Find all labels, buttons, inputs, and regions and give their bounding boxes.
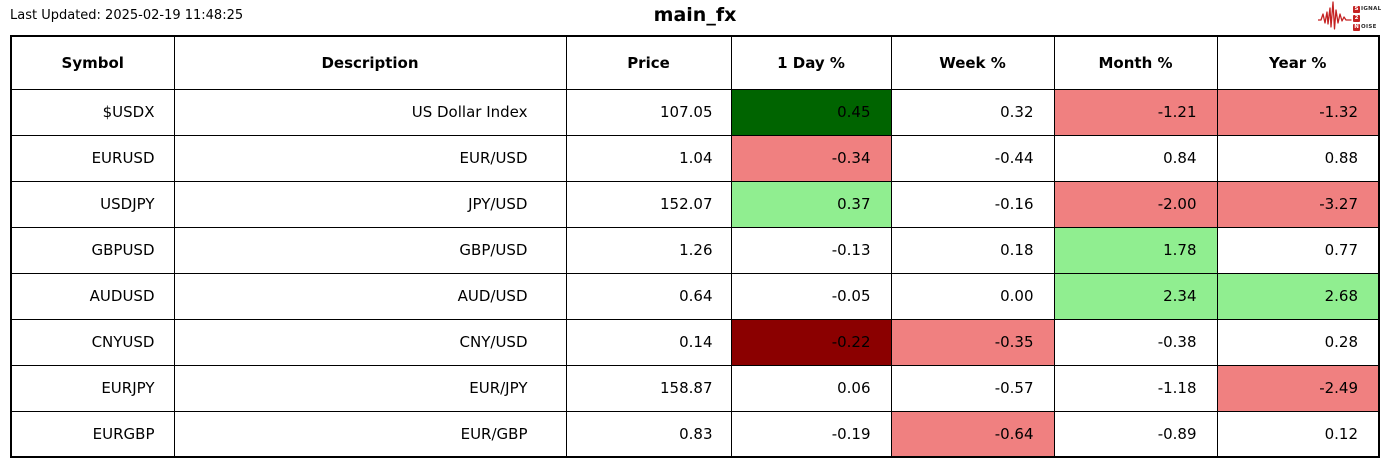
description-cell: EUR/JPY — [173, 364, 567, 412]
description-cell: JPY/USD — [173, 180, 567, 228]
signal2noise-logo: S IGNAL 2 N OISE — [1317, 0, 1384, 36]
year-cell: 2.68 — [1216, 272, 1380, 320]
column-header-day: 1 Day % — [730, 35, 892, 90]
logo-letter-box: S — [1353, 5, 1360, 13]
week-cell: 0.18 — [890, 226, 1055, 274]
year-cell: -3.27 — [1216, 180, 1380, 228]
logo-line: 2 — [1353, 14, 1381, 22]
column-header-year: Year % — [1216, 35, 1380, 90]
month-cell: -0.38 — [1053, 318, 1218, 366]
day-cell: 0.45 — [730, 88, 892, 136]
header-row: Symbol Description Price 1 Day % Week % Month… — [10, 35, 1380, 90]
logo-text-rest: OISE — [1361, 24, 1377, 30]
week-cell: -0.16 — [890, 180, 1055, 228]
description-cell: EUR/USD — [173, 134, 567, 182]
year-cell: 0.77 — [1216, 226, 1380, 274]
page-title: main_fx — [653, 4, 737, 26]
table-row-cnyusd: CNYUSD CNY/USD 0.14 -0.22 -0.35 -0.38 0.28 — [10, 318, 1380, 366]
symbol-cell: EURJPY — [10, 364, 175, 412]
price-cell: 107.05 — [565, 88, 732, 136]
week-cell: -0.57 — [890, 364, 1055, 412]
day-cell: -0.05 — [730, 272, 892, 320]
day-cell: -0.22 — [730, 318, 892, 366]
year-cell: 0.88 — [1216, 134, 1380, 182]
table-row-eurjpy: EURJPY EUR/JPY 158.87 0.06 -0.57 -1.18 -2.49 — [10, 364, 1380, 412]
last-updated-timestamp: Last Updated: 2025-02-19 11:48:25 — [10, 8, 244, 23]
fx-table-body: $USDX US Dollar Index 107.05 0.45 0.32 -1.21-… — [10, 88, 1380, 458]
column-header-month: Month % — [1053, 35, 1218, 90]
column-header-symbol: Symbol — [10, 35, 175, 90]
week-cell: 0.00 — [890, 272, 1055, 320]
day-cell: -0.34 — [730, 134, 892, 182]
column-header-price: Price — [565, 35, 732, 90]
logo-line: N OISE — [1353, 23, 1381, 31]
year-cell: -1.32 — [1216, 88, 1380, 136]
top-bar: Last Updated: 2025-02-19 11:48:25 main_f… — [0, 0, 1390, 35]
week-cell: 0.32 — [890, 88, 1055, 136]
month-cell: -0.89 — [1053, 410, 1218, 458]
column-header-description: Description — [173, 35, 567, 90]
year-cell: -2.49 — [1216, 364, 1380, 412]
price-cell: 1.26 — [565, 226, 732, 274]
price-cell: 152.07 — [565, 180, 732, 228]
logo-text: S IGNAL 2 N OISE — [1353, 5, 1381, 31]
day-cell: -0.13 — [730, 226, 892, 274]
symbol-cell: CNYUSD — [10, 318, 175, 366]
logo-line: S IGNAL — [1353, 5, 1381, 13]
price-cell: 0.64 — [565, 272, 732, 320]
week-cell: -0.44 — [890, 134, 1055, 182]
month-cell: -1.18 — [1053, 364, 1218, 412]
symbol-cell: USDJPY — [10, 180, 175, 228]
month-cell: -1.21 — [1053, 88, 1218, 136]
fx-table: Symbol Description Price 1 Day % Week % Month… — [10, 35, 1380, 458]
week-cell: -0.64 — [890, 410, 1055, 458]
year-cell: 0.12 — [1216, 410, 1380, 458]
description-cell: AUD/USD — [173, 272, 567, 320]
symbol-cell: EURUSD — [10, 134, 175, 182]
table-row-audusd: AUDUSD AUD/USD 0.64 -0.05 0.00 2.34 2.68 — [10, 272, 1380, 320]
symbol-cell: GBPUSD — [10, 226, 175, 274]
description-cell: US Dollar Index — [173, 88, 567, 136]
table-row-eurgbp: EURGBP EUR/GBP 0.83 -0.19 -0.64 -0.89 0.12 — [10, 410, 1380, 458]
day-cell: 0.37 — [730, 180, 892, 228]
logo-text-rest: IGNAL — [1361, 6, 1382, 12]
description-cell: CNY/USD — [173, 318, 567, 366]
month-cell: 0.84 — [1053, 134, 1218, 182]
column-header-week: Week % — [890, 35, 1055, 90]
symbol-cell: $USDX — [10, 88, 175, 136]
logo-letter-box: 2 — [1353, 14, 1360, 22]
price-cell: 158.87 — [565, 364, 732, 412]
month-cell: 1.78 — [1053, 226, 1218, 274]
table-row-eurusd: EURUSD EUR/USD 1.04 -0.34 -0.44 0.84 0.88 — [10, 134, 1380, 182]
month-cell: 2.34 — [1053, 272, 1218, 320]
table-row-gbpusd: GBPUSD GBP/USD 1.26 -0.13 0.18 1.78 0.77 — [10, 226, 1380, 274]
waveform-icon — [1317, 0, 1358, 36]
price-cell: 0.14 — [565, 318, 732, 366]
month-cell: -2.00 — [1053, 180, 1218, 228]
price-cell: 1.04 — [565, 134, 732, 182]
week-cell: -0.35 — [890, 318, 1055, 366]
table-row-usdjpy: USDJPY JPY/USD 152.07 0.37 -0.16 -2.00 -3.27 — [10, 180, 1380, 228]
symbol-cell: AUDUSD — [10, 272, 175, 320]
table-row-usdx: $USDX US Dollar Index 107.05 0.45 0.32 -1.21-… — [10, 88, 1380, 136]
year-cell: 0.28 — [1216, 318, 1380, 366]
logo-letter-box: N — [1353, 23, 1360, 31]
price-cell: 0.83 — [565, 410, 732, 458]
day-cell: 0.06 — [730, 364, 892, 412]
description-cell: EUR/GBP — [173, 410, 567, 458]
description-cell: GBP/USD — [173, 226, 567, 274]
symbol-cell: EURGBP — [10, 410, 175, 458]
day-cell: -0.19 — [730, 410, 892, 458]
